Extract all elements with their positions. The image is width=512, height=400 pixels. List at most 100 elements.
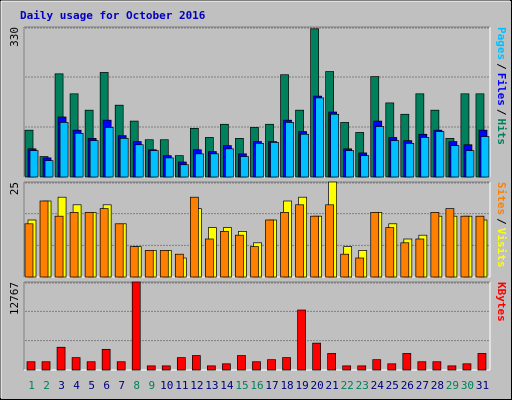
bar: [235, 234, 244, 278]
bar: [390, 140, 400, 178]
bar: [405, 143, 415, 178]
legend-entry: KBytes: [495, 282, 508, 322]
bar: [327, 353, 336, 371]
bar: [460, 215, 470, 278]
bar: [101, 348, 111, 371]
bar: [430, 212, 440, 278]
bar: [176, 357, 186, 371]
bar: [104, 127, 114, 178]
legend-entry: Visits: [495, 228, 508, 268]
bar: [447, 365, 457, 371]
x-tick-label: 29: [446, 379, 459, 392]
bar: [89, 140, 99, 178]
bar: [345, 150, 355, 178]
x-tick-label: 27: [416, 379, 429, 392]
x-tick-label: 23: [356, 379, 369, 392]
bar: [190, 196, 199, 278]
legend: Sites / Visits: [495, 182, 508, 268]
bar: [207, 365, 216, 371]
y-tick-label: 12767: [8, 282, 21, 315]
bar: [174, 253, 184, 278]
x-tick-label: 12: [190, 379, 203, 392]
bar: [149, 150, 159, 178]
bar: [71, 357, 81, 371]
legend-entry: Files: [495, 73, 508, 106]
chart-title: Daily usage for October 2016: [20, 9, 206, 22]
bar: [282, 357, 291, 371]
bar: [295, 204, 304, 278]
bar: [56, 346, 66, 371]
bar: [372, 359, 382, 371]
x-tick-label: 17: [265, 379, 278, 392]
bar: [159, 250, 169, 278]
x-tick-label: 16: [250, 379, 263, 392]
bar: [330, 113, 339, 178]
x-tick-label: 28: [431, 379, 444, 392]
x-tick-label: 9: [148, 379, 155, 392]
x-tick-label: 15: [235, 379, 248, 392]
bar: [179, 164, 189, 178]
bar: [134, 144, 144, 178]
bar: [255, 143, 264, 178]
x-tick-label: 19: [295, 379, 308, 392]
x-tick-label: 4: [73, 379, 80, 392]
bar: [210, 153, 219, 178]
x-tick-label: 8: [133, 379, 140, 392]
bar: [240, 156, 249, 178]
bar: [415, 238, 425, 278]
bar: [477, 353, 487, 371]
bar: [280, 212, 289, 278]
bar: [465, 150, 475, 178]
bar: [315, 97, 324, 178]
bar: [74, 133, 84, 178]
bar: [131, 281, 141, 371]
bar: [370, 212, 380, 278]
x-tick-label: 25: [386, 379, 399, 392]
bar: [54, 215, 64, 278]
bar: [146, 365, 156, 371]
legend-separator: /: [495, 109, 508, 116]
legend: KBytes: [495, 282, 508, 322]
bar: [250, 246, 259, 278]
x-tick-label: 6: [103, 379, 110, 392]
bar: [432, 361, 442, 371]
legend: Pages / Files / Hits: [495, 27, 508, 145]
bar: [312, 342, 321, 371]
bar: [29, 150, 39, 178]
x-tick-label: 30: [461, 379, 474, 392]
bar: [270, 142, 279, 178]
x-tick-label: 10: [160, 379, 173, 392]
bar: [340, 253, 350, 278]
bar: [205, 238, 214, 278]
bar: [195, 153, 204, 178]
bar: [222, 363, 231, 371]
bar: [267, 359, 276, 371]
bar: [400, 242, 410, 278]
x-tick-label: 14: [220, 379, 234, 392]
bar: [355, 257, 365, 278]
bar: [325, 204, 334, 278]
bar: [86, 361, 96, 371]
bar: [342, 365, 352, 371]
bar: [285, 122, 294, 178]
bar: [225, 148, 234, 178]
bar: [375, 126, 385, 178]
bar: [119, 138, 129, 178]
x-tick-label: 24: [371, 379, 385, 392]
bar: [435, 131, 445, 178]
plot-area: [24, 282, 490, 370]
legend-entry: Pages: [495, 27, 508, 60]
x-tick-label: 22: [341, 379, 354, 392]
bar: [41, 361, 51, 371]
legend-entry: Sites: [495, 182, 508, 215]
bar: [462, 363, 472, 371]
bar: [297, 309, 306, 371]
legend-entry: Hits: [495, 119, 508, 146]
bar: [161, 365, 171, 371]
x-tick-label: 7: [118, 379, 125, 392]
x-tick-label: 31: [476, 379, 489, 392]
x-tick-label: 21: [326, 379, 339, 392]
bar: [24, 223, 34, 278]
bar: [144, 250, 154, 278]
